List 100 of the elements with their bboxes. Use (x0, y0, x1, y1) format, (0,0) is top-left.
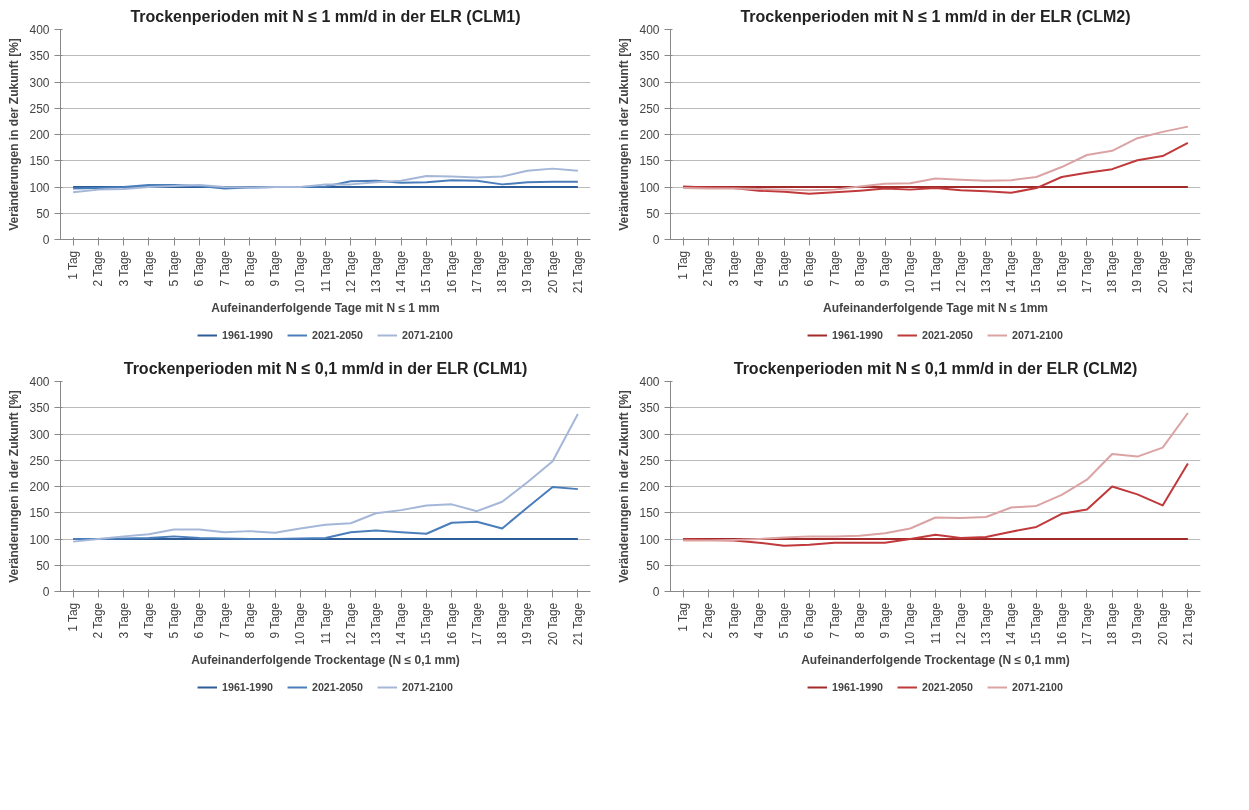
y-axis-title: Veränderungen in der Zukunft [%] (7, 390, 22, 583)
x-tick-label: 8 Tage (242, 250, 257, 287)
y-tick-label: 150 (639, 154, 660, 169)
x-tick-label: 17 Tage (469, 602, 484, 646)
x-tick-label: 13 Tage (368, 250, 383, 294)
x-axis-title: Aufeinanderfolgende Tage mit N ≤ 1 mm (211, 301, 440, 316)
x-tick-label: 21 Tage (570, 250, 585, 294)
y-tick-label: 300 (639, 75, 660, 90)
y-axis-title: Veränderungen in der Zukunft [%] (617, 390, 632, 583)
x-axis-title: Aufeinanderfolgende Tage mit N ≤ 1mm (822, 301, 1049, 316)
y-tick-label: 200 (639, 128, 660, 142)
x-tick-label: 14 Tage (1004, 602, 1019, 646)
x-tick-label: 11 Tage (318, 602, 333, 645)
y-tick-label: 400 (29, 23, 50, 37)
y-tick-label: 300 (29, 427, 50, 442)
x-tick-label: 11 Tage (928, 250, 943, 293)
x-tick-label: 16 Tage (444, 602, 459, 646)
x-tick-label: 10 Tage (903, 250, 918, 294)
x-tick-label: 9 Tage (268, 250, 283, 287)
y-tick-label: 350 (29, 401, 50, 416)
y-tick-label: 150 (29, 154, 50, 169)
x-tick-label: 6 Tage (802, 602, 817, 639)
x-tick-label: 4 Tage (751, 250, 766, 287)
x-tick-label: 3 Tage (116, 250, 131, 287)
y-tick-label: 350 (29, 49, 50, 64)
x-tick-label: 14 Tage (394, 602, 409, 646)
x-axis-title: Aufeinanderfolgende Trockentage (N ≤ 0,1 mm) (191, 653, 460, 668)
x-tick-label: 9 Tage (268, 602, 283, 639)
x-tick-label: 5 Tage (167, 602, 182, 639)
y-tick-label: 250 (29, 101, 50, 116)
x-tick-label: 18 Tage (495, 250, 510, 294)
chart-title: Trockenperioden mit N ≤ 0,1 mm/d in der ELR (CLM2) (733, 359, 1138, 377)
x-tick-label: 16 Tage (1054, 602, 1069, 646)
line-series (72, 413, 579, 543)
x-tick-label: 18 Tage (495, 602, 510, 646)
x-tick-label: 15 Tage (1029, 602, 1044, 646)
x-tick-label: 9 Tage (878, 602, 893, 639)
y-tick-label: 0 (42, 585, 50, 599)
legend-label: 2071-2100 (401, 329, 453, 341)
y-tick-label: 250 (639, 101, 660, 116)
x-tick-label: 1 Tag (66, 250, 81, 280)
x-tick-label: 19 Tage (1130, 250, 1145, 294)
x-tick-label: 19 Tage (1130, 602, 1145, 646)
x-tick-label: 12 Tage (953, 602, 968, 646)
y-tick-label: 100 (29, 180, 50, 195)
x-tick-label: 19 Tage (520, 602, 535, 646)
x-tick-label: 19 Tage (520, 250, 535, 294)
x-tick-label: 1 Tag (676, 602, 691, 632)
y-tick-label: 350 (639, 49, 660, 64)
x-tick-label: 21 Tage (570, 602, 585, 646)
x-tick-label: 3 Tage (726, 250, 741, 287)
x-tick-label: 16 Tage (444, 250, 459, 294)
x-tick-label: 6 Tage (192, 602, 207, 639)
x-tick-label: 2 Tage (91, 602, 106, 639)
x-tick-label: 1 Tag (676, 250, 691, 280)
y-tick-label: 300 (639, 427, 660, 442)
x-tick-label: 3 Tage (726, 602, 741, 639)
legend-label: 1961-1990 (222, 681, 274, 693)
y-tick-label: 400 (29, 375, 50, 389)
x-tick-label: 4 Tage (751, 602, 766, 639)
x-tick-label: 5 Tage (777, 250, 792, 287)
x-tick-label: 11 Tage (928, 602, 943, 645)
x-tick-label: 15 Tage (1029, 250, 1044, 294)
y-tick-label: 250 (639, 453, 660, 468)
x-tick-label: 3 Tage (116, 602, 131, 639)
legend-label: 1961-1990 (832, 681, 884, 693)
x-tick-label: 2 Tage (701, 250, 716, 287)
y-tick-label: 400 (639, 375, 660, 389)
x-tick-label: 15 Tage (419, 250, 434, 294)
y-tick-label: 400 (639, 23, 660, 37)
y-tick-label: 100 (29, 532, 50, 547)
line-series (72, 167, 579, 194)
y-tick-label: 50 (646, 558, 660, 573)
x-tick-label: 4 Tage (141, 250, 156, 287)
y-axis-title: Veränderungen in der Zukunft [%] (617, 38, 632, 231)
legend-label: 2071-2100 (401, 681, 453, 693)
x-tick-label: 2 Tage (701, 602, 716, 639)
legend-label: 2021-2050 (312, 329, 363, 341)
x-tick-label: 6 Tage (192, 250, 207, 287)
x-tick-label: 7 Tage (217, 250, 232, 287)
y-tick-label: 200 (639, 480, 660, 494)
x-tick-label: 13 Tage (978, 250, 993, 294)
line-series (682, 462, 1189, 547)
x-tick-label: 21 Tage (1180, 602, 1195, 646)
x-tick-label: 10 Tage (903, 602, 918, 646)
legend-label: 1961-1990 (222, 329, 274, 341)
x-tick-label: 7 Tage (827, 602, 842, 639)
y-tick-label: 200 (29, 128, 50, 142)
y-tick-label: 50 (36, 206, 50, 221)
x-tick-label: 14 Tage (394, 250, 409, 294)
x-tick-label: 20 Tage (1155, 250, 1170, 294)
x-tick-label: 11 Tage (318, 250, 333, 293)
legend-label: 2021-2050 (312, 681, 363, 693)
x-tick-label: 8 Tage (242, 602, 257, 639)
x-tick-label: 12 Tage (953, 250, 968, 294)
line-series (72, 486, 579, 540)
x-tick-label: 6 Tage (802, 250, 817, 287)
y-tick-label: 0 (652, 233, 660, 247)
x-tick-label: 21 Tage (1180, 250, 1195, 294)
y-tick-label: 350 (639, 401, 660, 416)
